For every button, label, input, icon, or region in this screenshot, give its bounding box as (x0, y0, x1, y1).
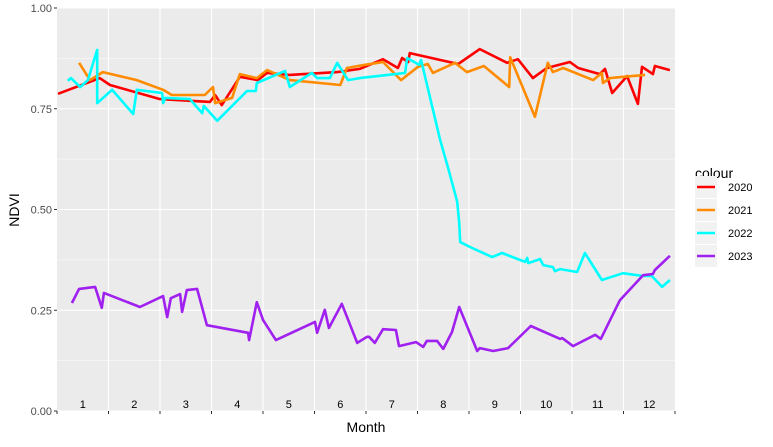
y-axis-title: NDVI (6, 193, 22, 226)
series-line-2021 (78, 55, 646, 119)
month-labels: 1 2 3 4 5 6 7 8 9 10 11 12 (80, 399, 656, 411)
series-line-2022 (66, 48, 671, 289)
series-lines (57, 47, 671, 353)
month-label: 4 (234, 399, 240, 411)
y-tick-label: 0.00 (31, 406, 52, 418)
month-label: 9 (492, 399, 498, 411)
month-label: 8 (440, 399, 446, 411)
x-axis-title: Month (347, 419, 386, 435)
legend-label-2020: 2020 (728, 182, 752, 194)
y-tick-label: 0.25 (31, 305, 52, 317)
y-tick-label: 1.00 (31, 3, 52, 15)
month-label: 7 (389, 399, 395, 411)
legend-label-2022: 2022 (728, 228, 752, 240)
series-line-2023 (70, 254, 671, 353)
month-label: 10 (540, 399, 552, 411)
month-label: 2 (131, 399, 137, 411)
legend-label-2023: 2023 (728, 251, 752, 263)
month-label: 3 (183, 399, 189, 411)
month-label: 5 (286, 399, 292, 411)
legend-label-2021: 2021 (728, 205, 752, 217)
axes: 0.00 0.25 0.50 0.75 1.00 (31, 3, 676, 418)
month-label: 1 (80, 399, 86, 411)
y-tick-label: 0.75 (31, 104, 52, 116)
month-label: 6 (337, 399, 343, 411)
month-label: 11 (592, 399, 603, 411)
month-label: 12 (643, 399, 655, 411)
y-tick-label: 0.50 (31, 205, 52, 217)
